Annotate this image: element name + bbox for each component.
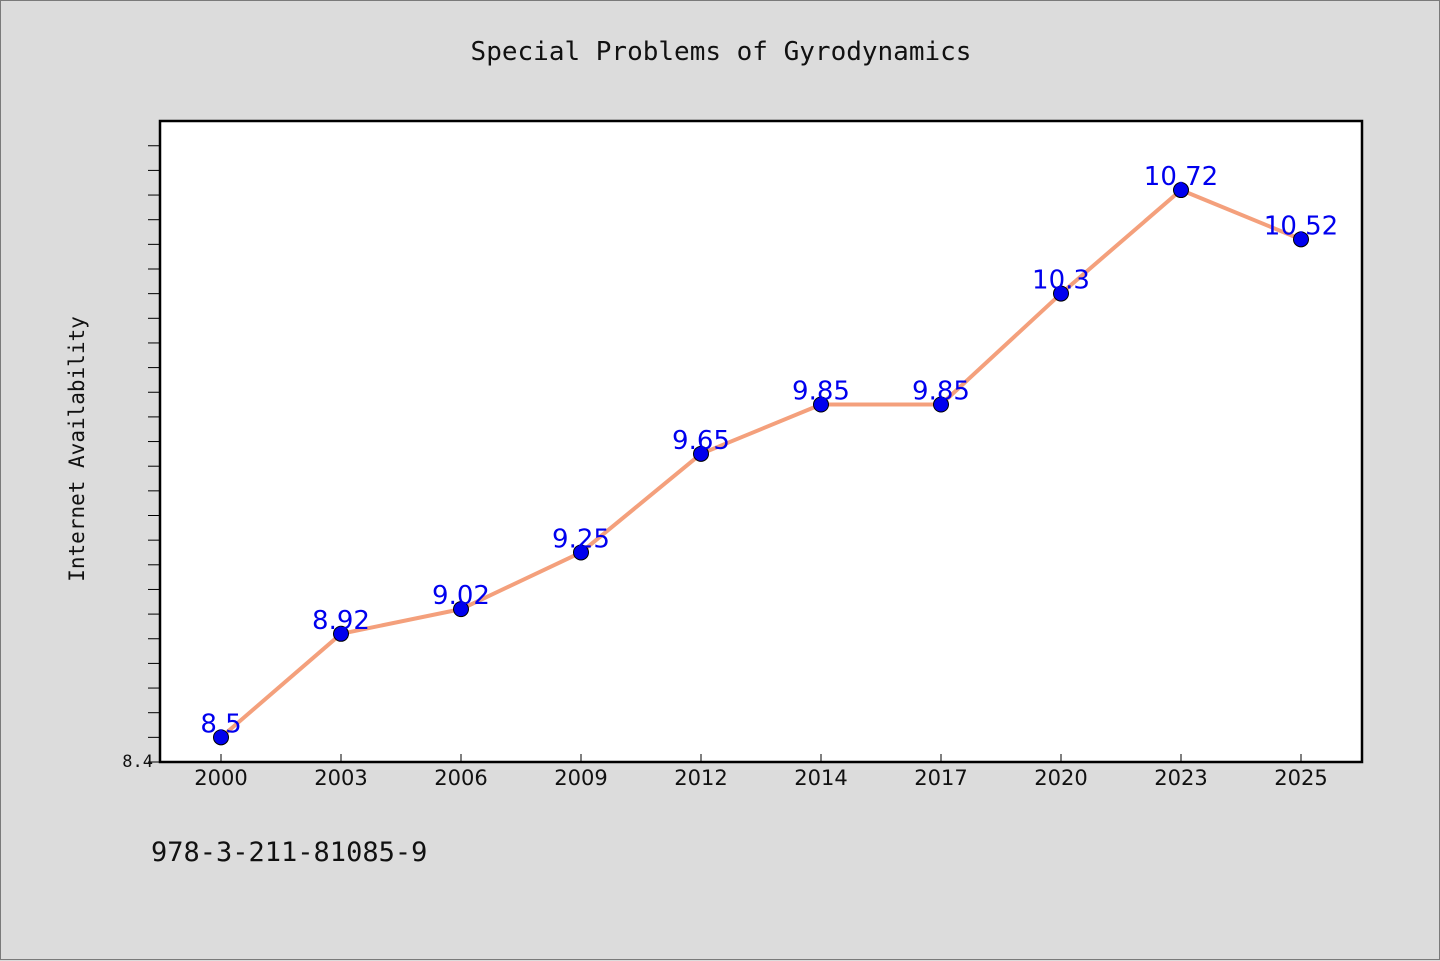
x-tick-label: 2020 [1034,766,1087,790]
data-point [453,601,469,618]
data-label: 10.72 [1144,162,1218,192]
data-labels: 8.5 8.92 9.02 9.25 9.65 9.85 9.85 10.3 10.72 10.5… [200,162,1338,739]
data-point [333,625,349,642]
series-line [219,188,1303,740]
data-label: 9.85 [912,377,970,407]
data-label: 9.65 [672,426,730,456]
data-label: 8.5 [200,709,241,739]
x-tick-label: 2017 [914,766,967,790]
data-label: 9.02 [432,581,490,611]
data-label: 10.3 [1032,266,1090,296]
plot-area [158,119,1364,764]
chart-title: Special Problems of Gyrodynamics [470,37,972,67]
data-label: 9.85 [792,377,850,407]
data-point [933,396,949,413]
x-tick-label: 2003 [314,766,367,790]
data-label: 8.92 [312,606,370,636]
data-point [813,396,829,413]
x-axis-ticks: 2000 2003 2006 2009 2012 2014 2017 2020 2023 2025 [194,754,1328,790]
x-tick-label: 2014 [794,766,847,790]
data-point [213,729,229,746]
x-tick-label: 2006 [434,766,487,790]
y-axis-ticks [148,145,160,763]
data-point [1293,231,1309,248]
y-tick-label: 8.4 [122,752,153,772]
data-point [693,445,709,462]
x-tick-label: 2023 [1154,766,1207,790]
x-tick-label: 2025 [1274,766,1327,790]
data-label: 9.25 [552,524,610,554]
data-label: 10.52 [1264,211,1338,241]
isbn-footer: 978-3-211-81085-9 [151,837,428,868]
data-points [213,182,1309,746]
x-tick-label: 2000 [194,766,247,790]
data-point [1173,182,1189,199]
x-tick-label: 2012 [674,766,727,790]
data-point [573,544,589,561]
data-point [1053,285,1069,302]
x-tick-label: 2009 [554,766,607,790]
